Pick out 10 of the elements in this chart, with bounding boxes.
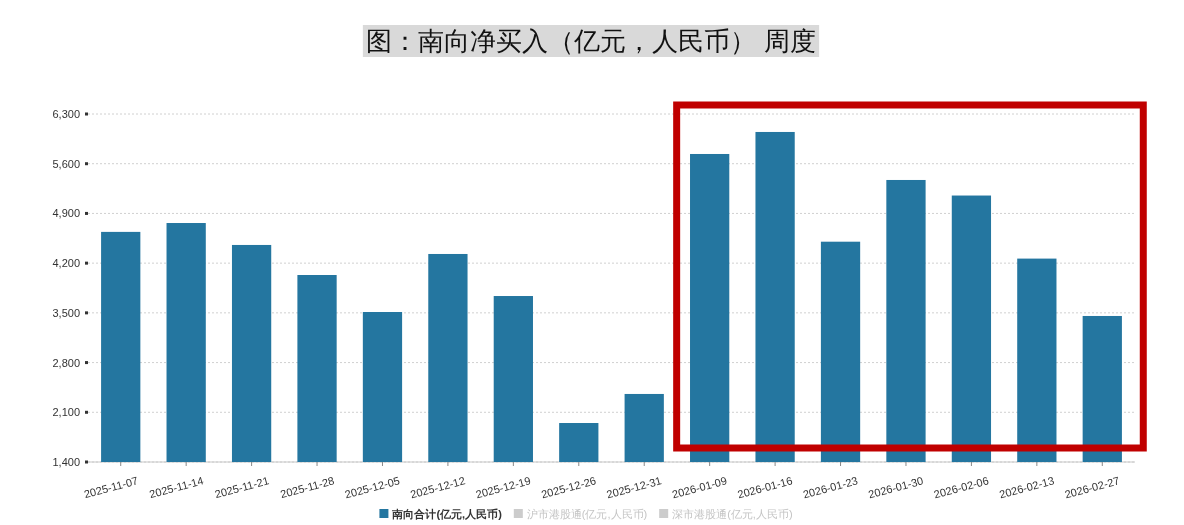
y-tick-label: 3,500 (52, 306, 80, 319)
y-tick-label: 2,800 (52, 356, 80, 369)
y-tick-label: 5,600 (52, 157, 80, 170)
y-tick-label: 6,300 (52, 108, 80, 120)
y-tick-label: 4,200 (52, 257, 80, 270)
y-tick-label: 4,900 (52, 207, 80, 220)
legend-label: 南向合计(亿元,人民币) (391, 508, 503, 521)
y-tick-label: 2,100 (52, 406, 80, 419)
y-tick-label: 1,400 (52, 456, 80, 468)
chart-title: 图：南向净买入（亿元，人民币） 周度 (365, 26, 817, 56)
